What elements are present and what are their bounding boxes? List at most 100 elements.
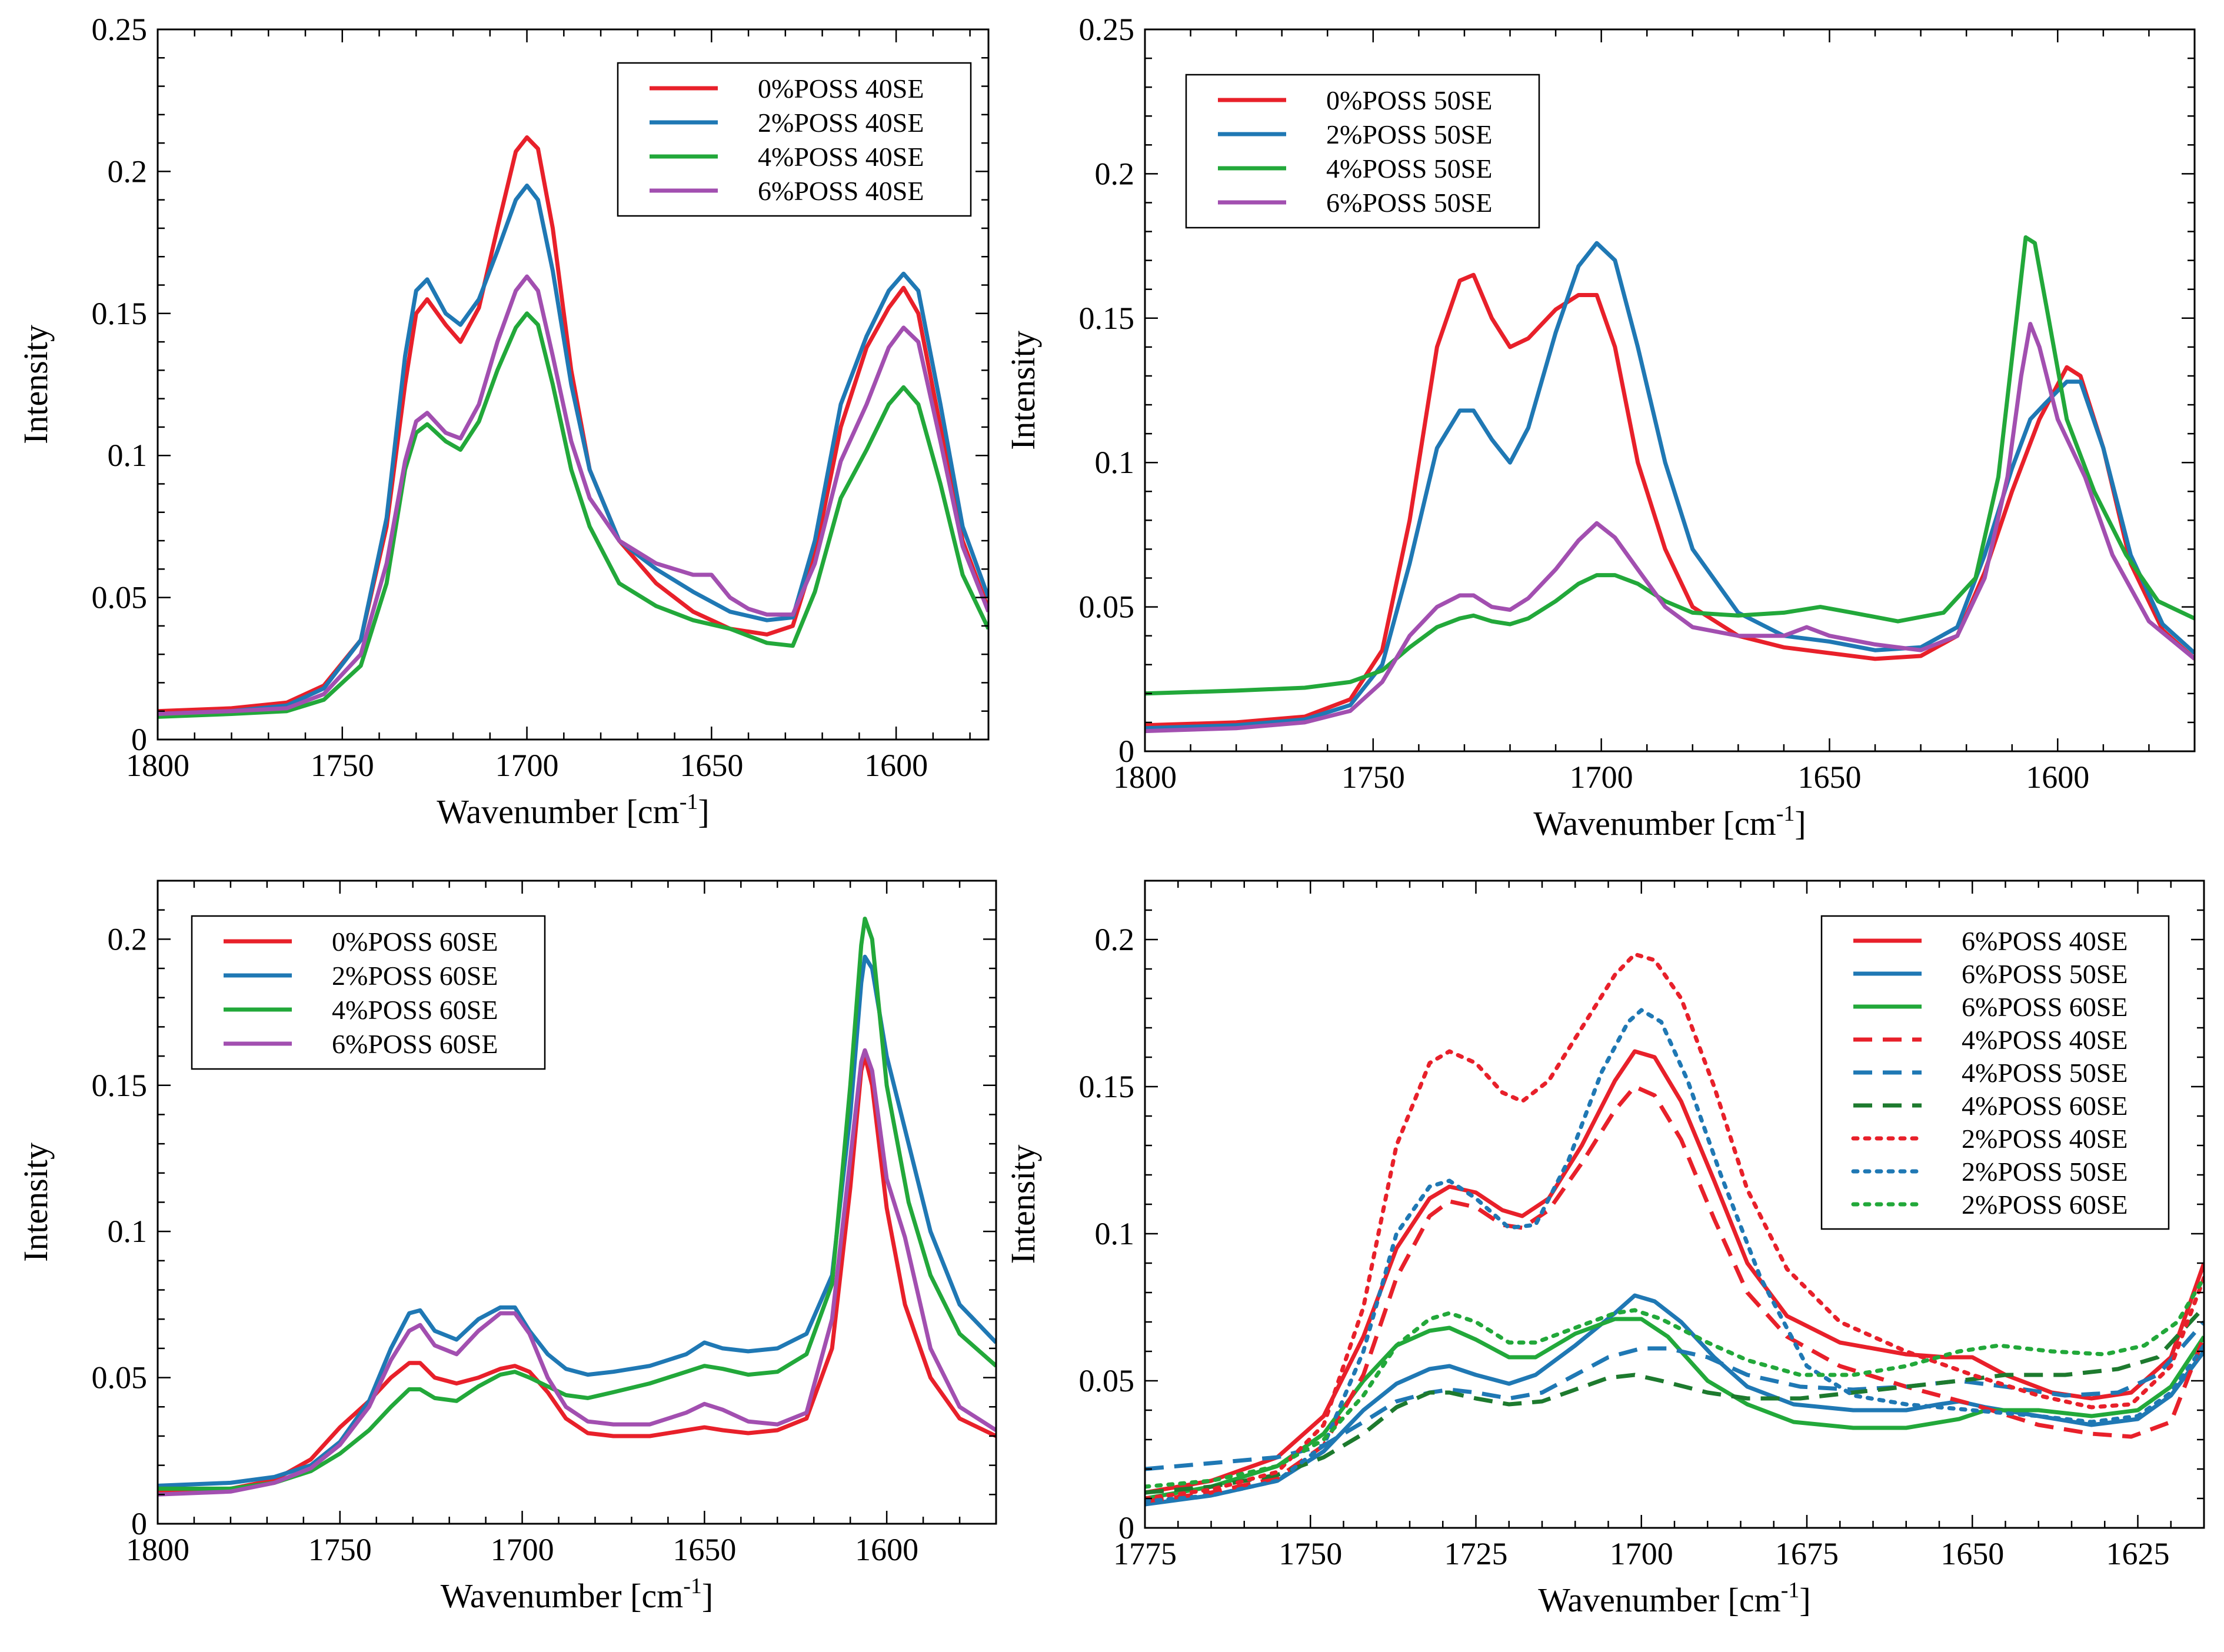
legend-label: 6%POSS 40SE: [758, 176, 924, 206]
x-tick-label: 1600: [2026, 760, 2089, 795]
chart-panel-1: 1800 1750 1700 1650 1600 0 0.05 0.1 0.15 0.2 0.25 W…: [16, 12, 990, 831]
series-line-6-poss-40se: [158, 274, 988, 716]
series-line-4-poss-60se: [158, 917, 996, 1491]
series-line-4-poss-40se: [158, 311, 988, 719]
y-tick-label: 0: [131, 722, 147, 757]
legend-label: 2%POSS 40SE: [758, 108, 924, 138]
y-tick-label: 0.15: [1079, 301, 1135, 336]
y-axis-label: Intensity: [1004, 331, 1042, 450]
y-tick-label: 0.2: [108, 921, 148, 957]
legend: 0%POSS 40SE 2%POSS 40SE 4%POSS 40SE 6%POSS …: [617, 62, 972, 217]
legend-label: 4%POSS 50SE: [1326, 154, 1492, 184]
y-tick-label: 0.15: [1079, 1069, 1135, 1104]
x-tick-label: 1750: [1341, 760, 1405, 795]
legend-label: 4%POSS 50SE: [1962, 1058, 2128, 1088]
y-tick-label: 0.1: [1095, 445, 1135, 480]
x-tick-label: 1800: [126, 748, 189, 783]
series-line-2-poss-60se: [158, 954, 996, 1488]
x-axis-label: Wavenumber [cm-1]: [437, 790, 709, 831]
x-tick-label: 1675: [1775, 1536, 1839, 1571]
series-line-0-poss-40se: [158, 135, 988, 714]
y-tick-label: 0.25: [1079, 12, 1135, 47]
legend-box: [1820, 915, 2170, 1230]
series-line-2-poss-50se: [1145, 1008, 2204, 1504]
y-axis-label: Intensity: [16, 1143, 55, 1262]
x-tick-label: 1775: [1113, 1536, 1177, 1571]
x-tick-label: 1600: [864, 748, 928, 783]
legend-label: 4%POSS 40SE: [1962, 1025, 2128, 1055]
series-line-4-poss-60se: [1145, 1305, 2204, 1495]
legend-label: 6%POSS 60SE: [332, 1029, 498, 1059]
chart-panel-3: 1800 1750 1700 1650 1600 0 0.05 0.1 0.15 0.2 Waven…: [16, 880, 997, 1615]
legend-label: 4%POSS 60SE: [332, 995, 498, 1025]
legend-label: 6%POSS 60SE: [1962, 992, 2128, 1022]
x-tick-label: 1700: [1610, 1536, 1673, 1571]
y-tick-label: 0.15: [92, 1068, 148, 1103]
series-line-6-poss-50se: [1145, 322, 2195, 734]
legend: 0%POSS 60SE 2%POSS 60SE 4%POSS 60SE 6%POSS …: [191, 915, 546, 1070]
x-tick-label: 1650: [1940, 1536, 2004, 1571]
y-tick-label: 0.2: [108, 154, 148, 189]
series-line-4-poss-40se: [1145, 1084, 2204, 1504]
legend-label: 4%POSS 40SE: [758, 142, 924, 172]
series-line-2-poss-60se: [1145, 1275, 2204, 1489]
x-axis-label: Wavenumber [cm-1]: [1538, 1578, 1810, 1619]
y-tick-label: 0.25: [92, 12, 148, 47]
legend-label: 2%POSS 60SE: [1962, 1190, 2128, 1220]
series-line-6-poss-60se: [158, 1048, 996, 1497]
plot-frame: [157, 28, 990, 741]
x-tick-label: 1650: [680, 748, 743, 783]
y-tick-label: 0.1: [108, 438, 148, 473]
y-tick-label: 0: [1118, 1510, 1134, 1546]
x-axis-label: Wavenumber [cm-1]: [1533, 801, 1806, 842]
y-tick-label: 0.05: [92, 580, 148, 615]
x-tick-label: 1750: [1279, 1536, 1342, 1571]
legend-label: 2%POSS 50SE: [1326, 119, 1492, 149]
y-tick-label: 0.05: [1079, 1363, 1135, 1398]
x-tick-label: 1750: [311, 748, 374, 783]
y-tick-label: 0.15: [92, 296, 148, 331]
series-line-2-poss-50se: [1145, 241, 2195, 731]
x-tick-label: 1700: [1570, 760, 1633, 795]
chart-panel-2: 1800 1750 1700 1650 1600 0 0.05 0.1 0.15 0.2 0.25 W…: [1004, 12, 2196, 842]
y-tick-label: 0: [131, 1506, 147, 1541]
x-tick-label: 1650: [1797, 760, 1861, 795]
chart-panel-4: 1775 1750 1725 1700 1675 1650 1625 0 0.05 0.1 0.15…: [1004, 880, 2205, 1619]
y-tick-label: 0.05: [92, 1360, 148, 1395]
legend-label: 6%POSS 50SE: [1326, 188, 1492, 218]
y-tick-label: 0.2: [1095, 922, 1135, 957]
y-tick-label: 0.2: [1095, 156, 1135, 191]
y-axis-label: Intensity: [16, 325, 55, 444]
legend-label: 0%POSS 60SE: [332, 927, 498, 957]
legend-label: 4%POSS 60SE: [1962, 1091, 2128, 1121]
legend-label: 6%POSS 40SE: [1962, 926, 2128, 956]
plot-frame: [1144, 28, 2196, 752]
legend-label: 0%POSS 40SE: [758, 74, 924, 104]
x-tick-label: 1800: [126, 1532, 189, 1567]
series-line-4-poss-50se: [1145, 1320, 2204, 1471]
legend-label: 6%POSS 50SE: [1962, 959, 2128, 989]
series-line-0-poss-60se: [158, 1054, 996, 1494]
series-line-2-poss-40se: [158, 184, 988, 716]
x-tick-label: 1650: [672, 1532, 736, 1567]
y-tick-label: 0.1: [1095, 1216, 1135, 1251]
x-axis-label: Wavenumber [cm-1]: [441, 1574, 713, 1615]
legend-label: 2%POSS 60SE: [332, 961, 498, 991]
series-line-4-poss-50se: [1145, 235, 2195, 696]
y-tick-label: 0: [1118, 734, 1134, 769]
legend-label: 0%POSS 50SE: [1326, 85, 1492, 115]
legend-label: 2%POSS 50SE: [1962, 1157, 2128, 1187]
x-tick-label: 1700: [491, 1532, 554, 1567]
y-axis-label: Intensity: [1004, 1145, 1042, 1264]
legend-label: 2%POSS 40SE: [1962, 1124, 2128, 1154]
x-tick-label: 1725: [1444, 1536, 1508, 1571]
x-tick-label: 1600: [855, 1532, 918, 1567]
x-tick-label: 1700: [495, 748, 559, 783]
x-tick-label: 1625: [2106, 1536, 2170, 1571]
y-tick-label: 0.1: [108, 1214, 148, 1249]
x-tick-label: 1750: [308, 1532, 372, 1567]
x-tick-label: 1800: [1113, 760, 1177, 795]
legend: 0%POSS 50SE 2%POSS 50SE 4%POSS 50SE 6%POSS …: [1185, 74, 1540, 229]
